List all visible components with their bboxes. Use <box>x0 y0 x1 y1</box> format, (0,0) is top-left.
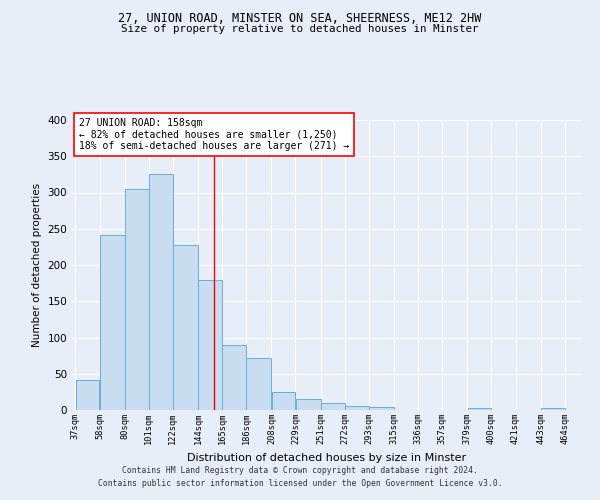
Bar <box>541 408 565 410</box>
Bar <box>321 404 344 410</box>
Bar <box>369 407 394 410</box>
X-axis label: Distribution of detached houses by size in Minster: Distribution of detached houses by size … <box>187 452 467 462</box>
Text: 27, UNION ROAD, MINSTER ON SEA, SHEERNESS, ME12 2HW: 27, UNION ROAD, MINSTER ON SEA, SHEERNES… <box>118 12 482 26</box>
Text: Size of property relative to detached houses in Minster: Size of property relative to detached ho… <box>121 24 479 34</box>
Y-axis label: Number of detached properties: Number of detached properties <box>32 183 42 347</box>
Bar <box>76 380 100 410</box>
Bar <box>345 406 368 410</box>
Bar <box>100 236 125 410</box>
Text: 27 UNION ROAD: 158sqm
← 82% of detached houses are smaller (1,250)
18% of semi-d: 27 UNION ROAD: 158sqm ← 82% of detached … <box>79 118 349 151</box>
Bar <box>173 244 198 410</box>
Bar <box>198 280 222 410</box>
Bar <box>149 174 173 410</box>
Text: Contains HM Land Registry data © Crown copyright and database right 2024.
Contai: Contains HM Land Registry data © Crown c… <box>98 466 502 487</box>
Bar <box>223 346 246 410</box>
Bar <box>296 399 320 410</box>
Bar <box>272 392 295 410</box>
Bar <box>467 408 491 410</box>
Bar <box>125 189 149 410</box>
Bar <box>247 358 271 410</box>
